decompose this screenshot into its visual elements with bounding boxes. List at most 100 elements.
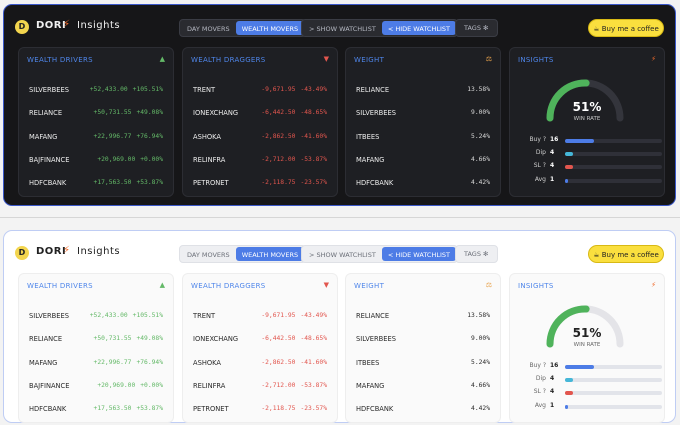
buy-coffee-button[interactable]: ☕ Buy me a coffee bbox=[588, 19, 664, 37]
table-row[interactable]: HDFCBANK 4.42% bbox=[356, 179, 490, 189]
table-row[interactable]: MAFANG 4.66% bbox=[356, 156, 490, 166]
symbol-name: TRENT bbox=[193, 312, 216, 320]
tab-day-movers[interactable]: DAY MOVERS bbox=[187, 25, 230, 33]
symbol-value: -9,671.95 -43.49% bbox=[261, 312, 327, 322]
card-title: WEALTH DRAGGERS bbox=[191, 56, 266, 64]
table-row[interactable]: TRENT -9,671.95 -43.49% bbox=[193, 312, 327, 322]
tags-icon: ✻ bbox=[483, 24, 489, 32]
table-row[interactable]: RELIANCE +50,731.55 +49.08% bbox=[29, 335, 163, 345]
table-row[interactable]: IONEXCHANG -6,442.50 -48.65% bbox=[193, 335, 327, 345]
stat-bar-track bbox=[565, 365, 662, 369]
gauge-fill bbox=[546, 305, 590, 348]
table-row[interactable]: MAFANG 4.66% bbox=[356, 382, 490, 392]
theme-divider bbox=[0, 217, 680, 218]
percent-change: +49.08% bbox=[136, 335, 163, 342]
wealth-drivers-card: WEALTH DRIVERS ▲ SILVERBEES +52,433.00 +10… bbox=[18, 47, 174, 197]
symbol-value: -6,442.50 -48.65% bbox=[261, 335, 327, 345]
tab-wealth-movers[interactable]: WEALTH MOVERS bbox=[235, 247, 305, 261]
scale-icon: ⚖ bbox=[485, 55, 492, 63]
amount: +20,969.00 bbox=[97, 156, 136, 163]
triangle-down-icon: ▼ bbox=[323, 281, 329, 289]
tab-day-movers[interactable]: DAY MOVERS bbox=[187, 251, 230, 259]
amount: +52,433.00 bbox=[89, 312, 128, 319]
stat-label: Buy ? bbox=[529, 136, 546, 143]
table-row[interactable]: PETRONET -2,118.75 -23.57% bbox=[193, 179, 327, 189]
table-row[interactable]: SILVERBEES +52,433.00 +105.51% bbox=[29, 86, 163, 96]
table-row[interactable]: MAFANG +22,996.77 +76.94% bbox=[29, 359, 163, 369]
tags-icon: ✻ bbox=[483, 250, 489, 258]
table-row[interactable]: ITBEES 5.24% bbox=[356, 359, 490, 369]
table-row[interactable]: RELIANCE 13.58% bbox=[356, 86, 490, 96]
logo-icon: D bbox=[15, 246, 29, 260]
symbol-value: 9.00% bbox=[471, 335, 490, 342]
stat-row: Dip 4 bbox=[522, 375, 662, 384]
symbol-name: TRENT bbox=[193, 86, 216, 94]
table-row[interactable]: BAJFINANCE +20,969.00 +0.00% bbox=[29, 382, 163, 392]
table-row[interactable]: RELIANCE +50,731.55 +49.08% bbox=[29, 109, 163, 119]
table-row[interactable]: ASHOKA -2,862.50 -41.60% bbox=[193, 133, 327, 143]
symbol-name: BAJFINANCE bbox=[29, 382, 70, 390]
stat-count: 1 bbox=[550, 176, 555, 183]
symbol-name: RELIANCE bbox=[356, 312, 390, 320]
tags-button[interactable]: TAGS ✻ bbox=[455, 19, 498, 37]
amount: -9,671.95 bbox=[261, 86, 296, 93]
amount: +50,731.55 bbox=[93, 109, 132, 116]
amount: -2,862.50 bbox=[261, 359, 296, 366]
table-row[interactable]: IONEXCHANG -6,442.50 -48.65% bbox=[193, 109, 327, 119]
stat-row: Dip 4 bbox=[522, 149, 662, 158]
table-row[interactable]: SILVERBEES +52,433.00 +105.51% bbox=[29, 312, 163, 322]
stat-row: Avg 1 bbox=[522, 402, 662, 411]
table-row[interactable]: RELIANCE 13.58% bbox=[356, 312, 490, 322]
stat-bar-track bbox=[565, 165, 662, 169]
symbol-value: -2,862.50 -41.60% bbox=[261, 133, 327, 143]
symbol-name: SILVERBEES bbox=[356, 109, 396, 117]
tab-wealth-movers[interactable]: WEALTH MOVERS bbox=[235, 21, 305, 35]
symbol-name: ASHOKA bbox=[193, 133, 221, 141]
dark-theme-panel: D DORI ⚡ Insights DAY MOVERS WEALTH MOVE… bbox=[3, 4, 676, 206]
table-row[interactable]: SILVERBEES 9.00% bbox=[356, 335, 490, 345]
table-row[interactable]: HDFCBANK 4.42% bbox=[356, 405, 490, 415]
table-row[interactable]: TRENT -9,671.95 -43.49% bbox=[193, 86, 327, 96]
bolt-icon: ⚡ bbox=[651, 281, 656, 289]
table-row[interactable]: ITBEES 5.24% bbox=[356, 133, 490, 143]
table-row[interactable]: RELINFRA -2,712.00 -53.87% bbox=[193, 382, 327, 392]
amount: -6,442.50 bbox=[261, 109, 296, 116]
hide-watchlist-button[interactable]: < HIDE WATCHLIST bbox=[381, 247, 456, 261]
table-row[interactable]: RELINFRA -2,712.00 -53.87% bbox=[193, 156, 327, 166]
symbol-value: 4.42% bbox=[471, 405, 490, 412]
table-row[interactable]: PETRONET -2,118.75 -23.57% bbox=[193, 405, 327, 415]
amount: +20,969.00 bbox=[97, 382, 136, 389]
table-row[interactable]: SILVERBEES 9.00% bbox=[356, 109, 490, 119]
buy-coffee-button[interactable]: ☕ Buy me a coffee bbox=[588, 245, 664, 263]
symbol-value: -2,712.00 -53.87% bbox=[261, 156, 327, 166]
app-header: D DORI ⚡ Insights DAY MOVERS WEALTH MOVE… bbox=[4, 5, 675, 49]
stat-count: 4 bbox=[550, 388, 555, 395]
win-rate-value: 51% bbox=[572, 326, 602, 340]
symbol-value: -2,712.00 -53.87% bbox=[261, 382, 327, 392]
table-row[interactable]: HDFCBANK +17,563.50 +53.87% bbox=[29, 405, 163, 415]
show-watchlist-button[interactable]: > SHOW WATCHLIST bbox=[309, 25, 376, 33]
bolt-icon: ⚡ bbox=[651, 55, 656, 63]
symbol-value: 5.24% bbox=[471, 133, 490, 140]
stat-bar-fill bbox=[565, 378, 573, 382]
stat-bar-track bbox=[565, 391, 662, 395]
show-watchlist-button[interactable]: > SHOW WATCHLIST bbox=[309, 251, 376, 259]
insights-card: INSIGHTS ⚡ 51% WIN RATE Buy ? 16 Dip 4 SL ? 4… bbox=[509, 273, 665, 423]
coffee-cup-icon: ☕ bbox=[593, 251, 600, 259]
stat-label: SL ? bbox=[533, 388, 546, 395]
amount: +17,563.50 bbox=[93, 405, 132, 412]
hide-watchlist-button[interactable]: < HIDE WATCHLIST bbox=[381, 21, 456, 35]
table-row[interactable]: MAFANG +22,996.77 +76.94% bbox=[29, 133, 163, 143]
amount: +52,433.00 bbox=[89, 86, 128, 93]
table-row[interactable]: BAJFINANCE +20,969.00 +0.00% bbox=[29, 156, 163, 166]
win-rate-label: WIN RATE bbox=[573, 116, 601, 122]
percent-change: -23.57% bbox=[300, 405, 327, 412]
symbol-value: 4.66% bbox=[471, 156, 490, 163]
tags-button[interactable]: TAGS ✻ bbox=[455, 245, 498, 263]
table-row[interactable]: HDFCBANK +17,563.50 +53.87% bbox=[29, 179, 163, 189]
card-title: WEALTH DRIVERS bbox=[27, 56, 93, 64]
symbol-name: HDFCBANK bbox=[29, 179, 67, 187]
scale-icon: ⚖ bbox=[485, 281, 492, 289]
table-row[interactable]: ASHOKA -2,862.50 -41.60% bbox=[193, 359, 327, 369]
stat-bar-fill bbox=[565, 365, 595, 369]
